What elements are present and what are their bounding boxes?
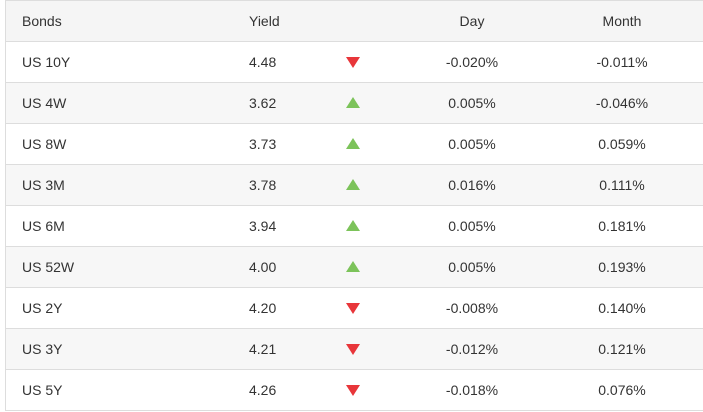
table-row: US 6M 3.94 0.005% 0.181% [6, 206, 703, 247]
table-cell: US 3M [22, 177, 65, 193]
table-cell: 0.005% [448, 136, 496, 152]
table-row: US 5Y 4.26 -0.018% 0.076% [6, 370, 703, 411]
table-cell: -0.012% [445, 341, 499, 357]
arrow-shape [346, 220, 360, 231]
table-cell: 0.016% [448, 177, 496, 193]
direction-arrow [346, 138, 360, 149]
table-cell: 3.78 [249, 177, 277, 193]
table-cell: US 52W [22, 259, 75, 275]
header-cell: Day [459, 13, 485, 29]
table-cell: 4.00 [249, 259, 277, 275]
table-cell: 0.005% [448, 218, 496, 234]
table-cell: 4.26 [249, 382, 277, 398]
table-row: US 10Y 4.48 -0.020% -0.011% [6, 42, 703, 83]
table-cell: 4.20 [249, 300, 277, 316]
table-row: US 52W 4.00 0.005% 0.193% [6, 247, 703, 288]
table-cell: 3.62 [249, 95, 277, 111]
table-cell: 0.076% [598, 382, 646, 398]
table-cell: 0.121% [598, 341, 646, 357]
arrow-shape [346, 385, 360, 396]
direction-arrow [346, 220, 360, 231]
table-cell: -0.011% [596, 54, 648, 70]
arrow-shape [346, 97, 360, 108]
table-cell: 4.48 [249, 54, 277, 70]
table-cell: 0.005% [448, 95, 496, 111]
arrow-shape [346, 344, 360, 355]
table-cell: 0.111% [599, 177, 645, 193]
table-cell: US 8W [22, 136, 67, 152]
arrow-shape [346, 138, 360, 149]
table-cell: 0.193% [598, 259, 646, 275]
direction-arrow [346, 385, 360, 396]
table-cell: 3.73 [249, 136, 277, 152]
table-cell: 0.181% [598, 218, 646, 234]
table-cell: -0.020% [445, 54, 499, 70]
header-cell: Month [602, 13, 642, 29]
table-cell: 0.140% [598, 300, 646, 316]
arrow-shape [346, 261, 360, 272]
header-row: Bonds Yield Day Month [6, 0, 703, 42]
direction-arrow [346, 57, 360, 68]
direction-arrow [346, 344, 360, 355]
direction-arrow [346, 179, 360, 190]
table-cell: -0.008% [445, 300, 499, 316]
direction-arrow [346, 261, 360, 272]
table-row: US 8W 3.73 0.005% 0.059% [6, 124, 703, 165]
table-row: US 2Y 4.20 -0.008% 0.140% [6, 288, 703, 329]
table-cell: 4.21 [249, 341, 277, 357]
table-cell: US 3Y [22, 341, 63, 357]
table-cell: 3.94 [249, 218, 277, 234]
table-cell: -0.018% [445, 382, 499, 398]
table-cell: -0.046% [595, 95, 649, 111]
arrow-shape [346, 303, 360, 314]
arrow-shape [346, 57, 360, 68]
table-cell: US 5Y [22, 382, 63, 398]
direction-arrow [346, 97, 360, 108]
table-cell: 0.005% [448, 259, 496, 275]
table-cell: US 4W [22, 95, 67, 111]
direction-arrow [346, 303, 360, 314]
table-row: US 4W 3.62 0.005% -0.046% [6, 83, 703, 124]
bonds-table: Bonds Yield Day Month US 10Y 4.48 -0.020% -… [5, 0, 703, 411]
header-cell: Yield [249, 13, 280, 29]
table-cell: US 10Y [22, 54, 71, 70]
table-cell: US 6M [22, 218, 65, 234]
table-cell: US 2Y [22, 300, 63, 316]
table-row: US 3Y 4.21 -0.012% 0.121% [6, 329, 703, 370]
table-row: US 3M 3.78 0.016% 0.111% [6, 165, 703, 206]
table-cell: 0.059% [598, 136, 646, 152]
header-cell: Bonds [22, 13, 62, 29]
arrow-shape [346, 179, 360, 190]
